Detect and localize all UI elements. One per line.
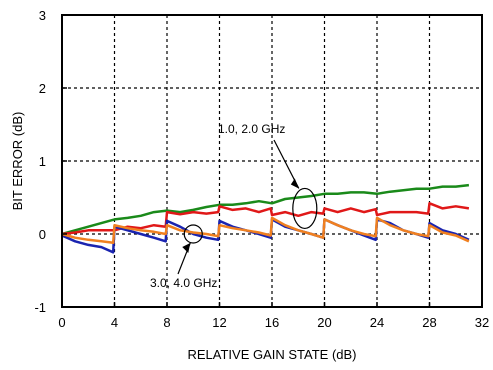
x-tick-label: 24 [370,315,384,330]
x-tick-label: 12 [212,315,226,330]
x-tick-label: 0 [58,315,65,330]
series-group [61,183,470,254]
y-tick-label: 1 [39,154,46,169]
x-tick-label: 4 [111,315,118,330]
y-tick-label: -1 [34,300,46,315]
x-tick-label: 16 [265,315,279,330]
x-tick-label: 28 [422,315,436,330]
annotation-label-low-freq: 3.0, 4.0 GHz [150,276,217,290]
grid [62,15,482,307]
annotation-arrowhead-high-freq [290,178,299,189]
series-line-red [61,202,470,236]
annotation-label-high-freq: 1.0, 2.0 GHz [218,122,285,136]
y-tick-label: 0 [39,227,46,242]
annotations: 1.0, 2.0 GHz 3.0, 4.0 GHz [150,122,318,290]
y-tick-label: 3 [39,8,46,23]
x-tick-label: 20 [317,315,331,330]
annotation-circle-low-freq [183,224,203,244]
series-line-blue [61,218,470,254]
x-tick-label: 8 [163,315,170,330]
series-line-orange [61,216,470,245]
annotation-ellipse-high-freq [292,187,318,230]
x-tick-label: 32 [475,315,489,330]
y-axis-label: BIT ERROR (dB) [10,112,25,211]
y-tick-label: 2 [39,81,46,96]
annotation-arrowhead-low-freq [182,243,191,253]
x-axis-label: RELATIVE GAIN STATE (dB) [187,347,356,362]
series-line-green [61,183,470,236]
